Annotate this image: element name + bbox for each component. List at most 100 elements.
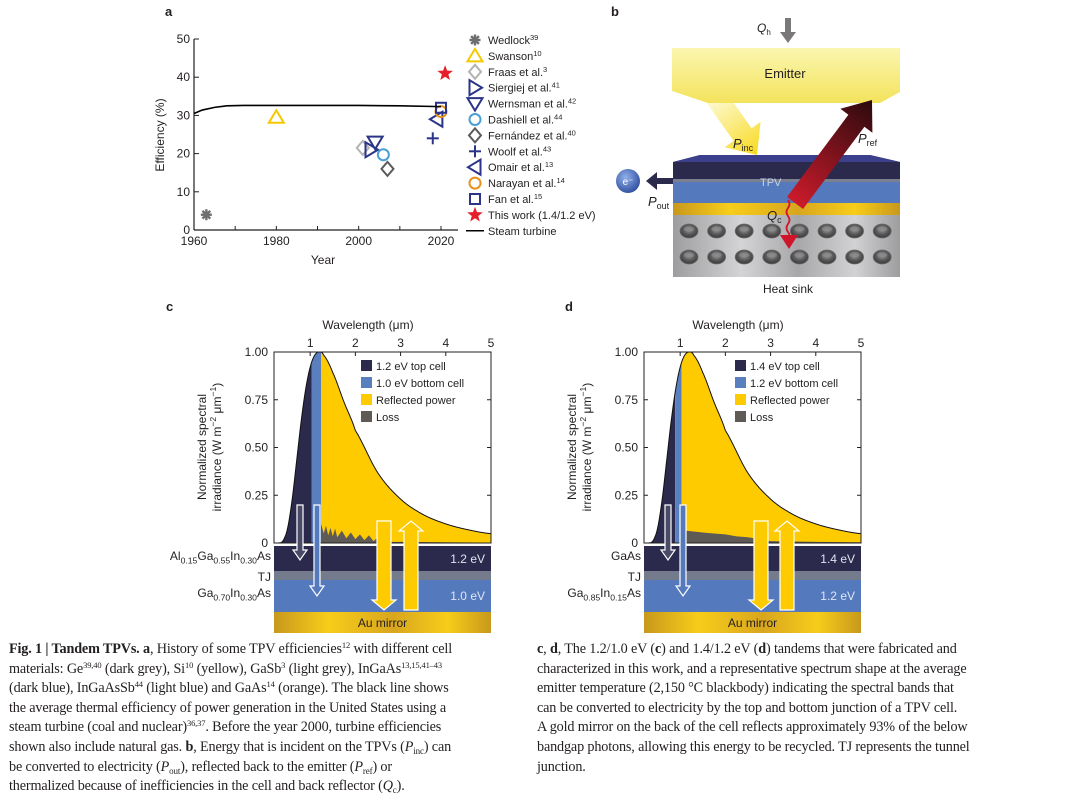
x-tick-label: 4 xyxy=(812,336,819,350)
heat-sink-hole-highlight xyxy=(711,252,722,258)
asterisk-stroke xyxy=(201,209,212,220)
legend-name: Omair et al. xyxy=(488,162,545,174)
qc-heat-arrow-icon xyxy=(780,199,798,249)
text-segment: 0.70 xyxy=(213,593,230,603)
legend-swatch xyxy=(735,360,746,371)
caption-text: (orange). The black line shows xyxy=(274,680,449,697)
transmitted-power-arrow xyxy=(747,520,775,611)
legend-marker-asterisk xyxy=(469,34,481,46)
caption-text: 36,37 xyxy=(186,718,206,729)
heat-sink-holes xyxy=(679,223,892,265)
emitter-label: Emitter xyxy=(764,66,806,81)
caption-line: Fig. 1 | Tandem TPVs. a, History of some… xyxy=(9,640,529,660)
caption-text: 10 xyxy=(184,659,194,670)
caption-text: , History of some TPV efficiencies xyxy=(149,641,342,657)
heat-sink-hole-highlight xyxy=(684,252,694,258)
pinc-label: Pinc xyxy=(733,136,754,153)
pref-label: Pref xyxy=(858,131,878,148)
panel-label-c: c xyxy=(166,299,173,314)
bottom-cell-energy: 1.2 eV xyxy=(820,589,855,603)
caption-text: ref xyxy=(362,765,373,776)
heat-sink-hole-highlight xyxy=(766,252,777,258)
pout-arrow-icon xyxy=(646,172,673,190)
tpv-top-layer-highlight xyxy=(673,155,900,162)
text-segment: 0.30 xyxy=(240,556,257,566)
legend-ref: 3 xyxy=(543,65,547,74)
x-axis-title: Wavelength (μm) xyxy=(692,318,783,332)
legend-marker-diamond xyxy=(467,126,483,144)
y-tick-label: 0.50 xyxy=(245,441,269,455)
top-cell-material-label: GaAs xyxy=(611,549,641,563)
legend-name: Dashiell et al. xyxy=(488,115,554,127)
text-segment: As xyxy=(627,586,641,600)
tpv-bottom-layer xyxy=(673,182,900,203)
legend-ref: 39 xyxy=(530,33,538,42)
qh-arrow-icon xyxy=(780,18,796,43)
legend-name: Wedlock xyxy=(488,35,530,47)
panel-label-b: b xyxy=(611,4,619,19)
text-segment: 0.15 xyxy=(181,556,198,566)
data-point-square xyxy=(435,101,447,114)
au-mirror-label: Au mirror xyxy=(728,616,777,630)
heat-sink-hole-highlight xyxy=(849,226,860,232)
legend-marker-triangle-left xyxy=(466,157,482,177)
legend-swatch xyxy=(735,411,746,422)
x-tick-label: 1 xyxy=(307,336,314,350)
x-tick-label: 2000 xyxy=(345,234,372,248)
text-segment: In xyxy=(230,586,240,600)
caption-text: Q xyxy=(382,778,393,795)
bottom-cell-material-label: Ga0.85In0.15As xyxy=(567,586,641,603)
text-segment: GaAs xyxy=(611,549,641,563)
caption-text: ) or xyxy=(372,758,392,775)
caption-line: the average thermal efficiency of power … xyxy=(9,699,529,719)
caption-text: 12 xyxy=(341,640,351,650)
legend-label: Reflected power xyxy=(750,395,830,407)
text-segment: irradiance (W m xyxy=(580,427,594,512)
legend-marker-triangle-right xyxy=(468,78,484,97)
heat-sink-hole-highlight xyxy=(794,252,805,258)
caption-line: junction. xyxy=(537,758,1072,778)
caption-text: ) can xyxy=(423,738,452,755)
y-tick-label: 10 xyxy=(177,185,191,199)
legend-swatch xyxy=(735,377,746,388)
panel-label-a: a xyxy=(165,4,173,19)
y-axis-title-line1: Normalized spectral xyxy=(195,394,209,500)
panel-b-tpv-energy-diagram: Qh Emitter Pinc TPV Pref Qc Heat sink e⁻ xyxy=(616,18,900,296)
bottom-cell-absorption-arrow xyxy=(674,504,692,598)
legend-marker-diamond xyxy=(467,63,483,81)
caption-text: ). xyxy=(396,778,405,795)
text-segment: 0.30 xyxy=(240,593,257,603)
y-tick-label: 0.25 xyxy=(615,488,639,502)
panel-a-efficiency-history-chart: 0 10 20 30 40 50 1960 1980 2000 2020 Year Efficienc… xyxy=(153,32,596,267)
legend-label: 1.4 eV top cell xyxy=(750,361,820,373)
caption-text: c xyxy=(654,641,662,657)
legend-label: Fraas et al.3 xyxy=(488,65,547,79)
legend-label: Wedlock39 xyxy=(488,33,538,47)
text-segment: μm xyxy=(580,397,594,417)
caption-line: steam turbine (coal and nuclear)36,37. B… xyxy=(9,718,529,738)
caption-text: c xyxy=(392,785,397,796)
tpv-label: TPV xyxy=(760,177,782,189)
caption-line: c, d, The 1.2/1.0 eV (c) and 1.4/1.2 eV … xyxy=(537,640,1072,660)
emitter xyxy=(672,48,900,103)
caption-text: inc xyxy=(413,745,424,756)
qh-label: Qh xyxy=(757,21,771,37)
data-point-diamond xyxy=(380,160,395,178)
legend-ref: 13 xyxy=(545,160,553,169)
x-tick-label: 1960 xyxy=(181,234,208,248)
text-segment: irradiance (W m xyxy=(210,427,224,512)
y-axis-title-line1: Normalized spectral xyxy=(565,394,579,500)
legend-marker-square xyxy=(469,193,481,205)
data-point-star xyxy=(437,65,453,81)
legend-label: Fernández et al.40 xyxy=(488,128,576,142)
text-segment: Ga xyxy=(567,586,583,600)
y-tick-label: 30 xyxy=(177,108,191,122)
loss-area xyxy=(681,529,861,543)
y-tick-label: 0 xyxy=(631,536,638,550)
x-tick-label: 2 xyxy=(352,336,359,350)
caption-line: can be converted to electricity by the t… xyxy=(537,699,1072,719)
steam-turbine-line xyxy=(193,104,442,115)
caption-text: ), reflected back to the emitter ( xyxy=(180,758,355,775)
legend-ref: 41 xyxy=(552,81,560,90)
heat-sink-hole-highlight xyxy=(766,226,777,232)
